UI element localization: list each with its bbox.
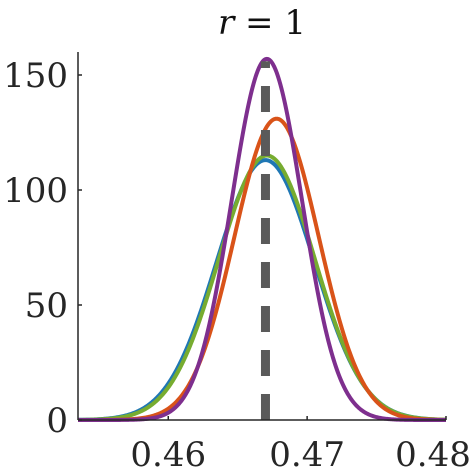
- plot-area: [76, 56, 448, 422]
- y-tick-label: 100: [3, 171, 68, 211]
- axes: 0 50 100 150 0.46 0.47 0.48: [3, 52, 471, 473]
- x-tick-label: 0.47: [269, 435, 345, 473]
- x-tick-label: 0.48: [395, 435, 471, 473]
- chart-title: r = 1: [218, 3, 306, 43]
- x-tick-label: 0.46: [130, 435, 206, 473]
- y-tick-label: 0: [46, 401, 68, 441]
- y-tick-label: 150: [3, 56, 68, 96]
- y-tick-label: 50: [25, 286, 68, 326]
